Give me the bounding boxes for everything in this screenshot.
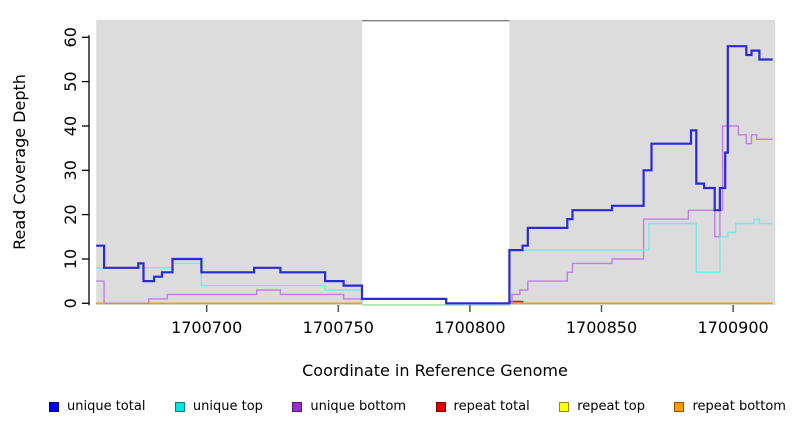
y-tick-label: 60 <box>61 27 80 47</box>
plot-panels <box>96 20 776 306</box>
y-tick-label: 20 <box>61 204 80 224</box>
y-tick-label: 40 <box>61 116 80 136</box>
legend: unique total unique top unique bottom repea… <box>49 399 786 414</box>
x-tick-label: 1700700 <box>171 318 242 337</box>
x-tick-label: 1700900 <box>697 318 768 337</box>
y-tick-label: 50 <box>61 71 80 91</box>
series-unique-top <box>508 218 773 304</box>
shaded-region <box>96 20 362 305</box>
series-unique-bottom <box>509 125 773 304</box>
legend-item-repeat-bottom: repeat bottom <box>674 399 786 414</box>
y-tick-label: 30 <box>61 160 80 180</box>
legend-swatch-icon <box>559 401 570 412</box>
series-unique-bottom <box>96 280 363 304</box>
legend-swatch-icon <box>292 401 303 412</box>
legend-item-unique-total: unique total <box>49 399 145 414</box>
y-tick-label: 10 <box>61 249 80 269</box>
legend-label: repeat bottom <box>692 399 786 414</box>
y-axis-title: Read Coverage Depth <box>10 74 29 250</box>
x-tick-label: 1700800 <box>434 318 505 337</box>
y-tick-label: 0 <box>61 298 80 308</box>
legend-swatch-icon <box>174 401 185 412</box>
legend-label: repeat total <box>453 399 530 414</box>
legend-label: unique total <box>67 399 146 414</box>
plot-axes: 0 10 20 30 40 50 60 1700700 1700750 1700800 170085… <box>61 27 769 337</box>
legend-label: repeat top <box>577 399 645 414</box>
legend-swatch-icon <box>49 401 59 412</box>
legend-item-repeat-top: repeat top <box>559 399 645 414</box>
shaded-region <box>509 20 776 305</box>
legend-item-repeat-total: repeat total <box>435 399 530 414</box>
legend-swatch-icon <box>674 401 685 412</box>
legend-swatch-icon <box>435 401 446 412</box>
legend-label: unique bottom <box>310 399 407 414</box>
plot-series <box>96 45 773 305</box>
legend-label: unique top <box>192 399 263 414</box>
x-tick-label: 1700750 <box>303 318 374 337</box>
series-unique-total <box>96 45 773 305</box>
x-tick-label: 1700850 <box>566 318 637 337</box>
legend-item-unique-bottom: unique bottom <box>292 399 406 414</box>
x-axis-title: Coordinate in Reference Genome <box>302 361 568 380</box>
legend-item-unique-top: unique top <box>174 399 263 414</box>
